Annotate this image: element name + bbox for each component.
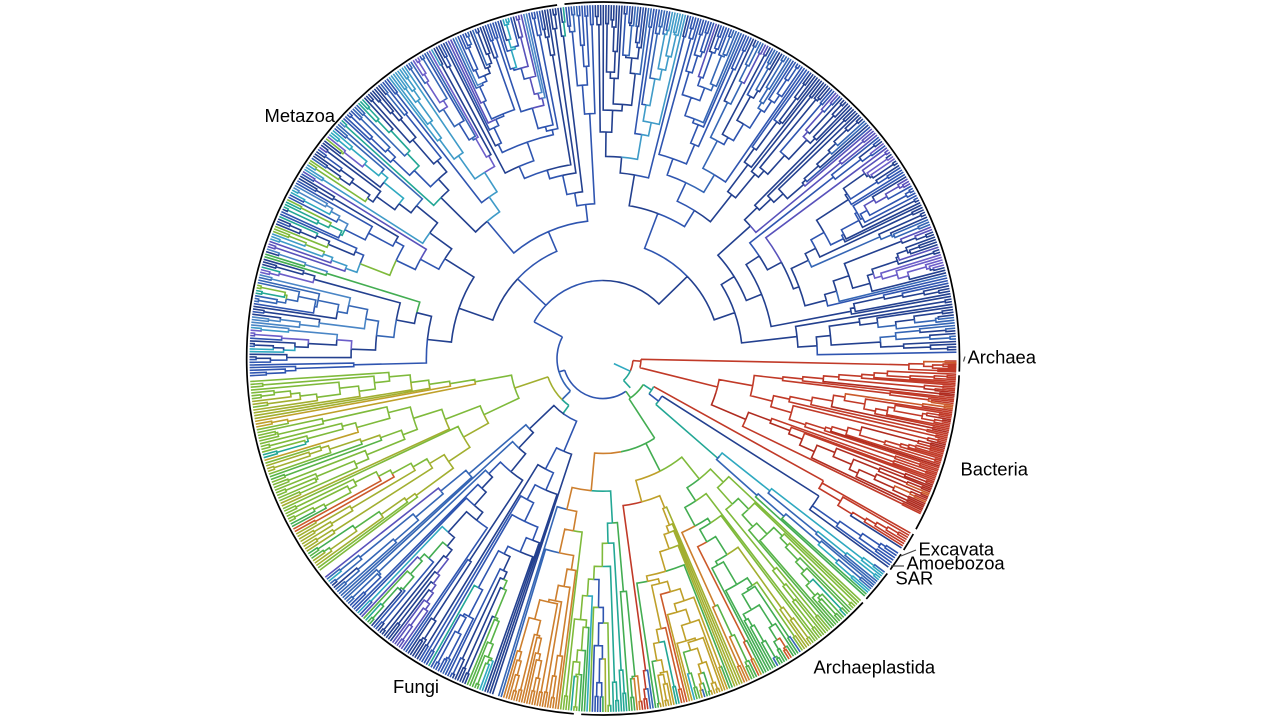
svg-text:Archaeplastida: Archaeplastida bbox=[814, 657, 936, 678]
svg-text:Bacteria: Bacteria bbox=[961, 459, 1029, 480]
svg-text:Archaea: Archaea bbox=[968, 347, 1037, 368]
svg-text:Metazoa: Metazoa bbox=[265, 105, 336, 126]
svg-text:Amoebozoa: Amoebozoa bbox=[907, 553, 1006, 574]
svg-text:SAR: SAR bbox=[896, 568, 934, 589]
svg-text:Excavata: Excavata bbox=[919, 539, 995, 560]
svg-text:Fungi: Fungi bbox=[393, 676, 439, 697]
